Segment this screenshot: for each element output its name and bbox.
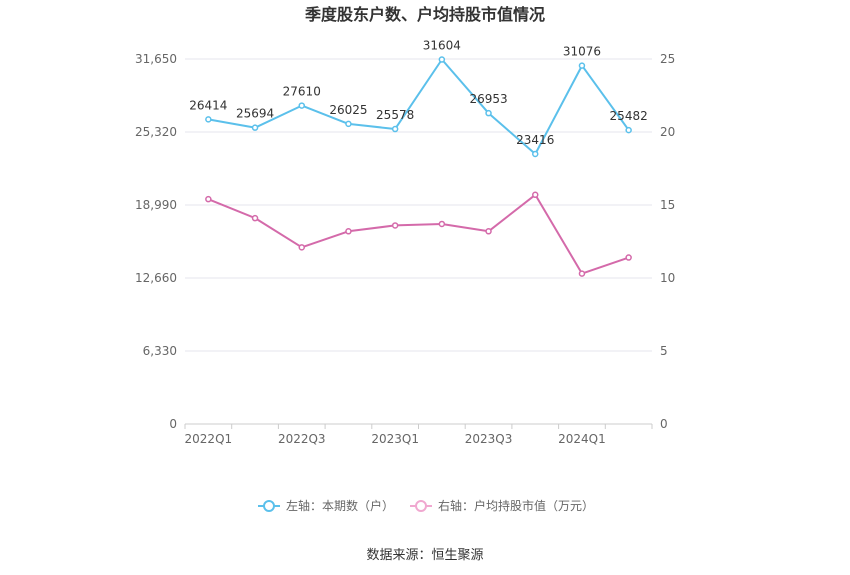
legend-label-2: 右轴：户均持股市值（万元） — [438, 498, 594, 513]
right-axis-tick-label: 0 — [660, 417, 668, 431]
data-label: 23416 — [516, 133, 554, 147]
x-axis-tick-label: 2024Q1 — [558, 432, 606, 446]
chart-title: 季度股东户数、户均持股市值情况 — [304, 5, 545, 24]
data-label: 26953 — [469, 92, 507, 106]
data-label: 26025 — [329, 103, 367, 117]
series-2-point — [625, 254, 632, 261]
x-axis-tick-label: 2023Q3 — [465, 432, 513, 446]
left-axis-tick-label: 25,320 — [135, 125, 177, 139]
series-1-point — [532, 150, 539, 158]
x-axis-tick-label: 2022Q3 — [278, 432, 326, 446]
series-2-point — [532, 191, 539, 199]
series-2-point — [345, 228, 352, 235]
series-2-point — [438, 220, 446, 228]
left-axis-tick-label: 18,990 — [135, 198, 177, 212]
source-note: 数据来源：恒生聚源 — [366, 548, 483, 563]
series-1-point — [391, 125, 399, 133]
series-2-point — [391, 222, 399, 229]
legend-marker-2 — [415, 500, 427, 512]
legend[interactable]: 左轴：本期数（户） 右轴：户均持股市值（万元） — [258, 498, 594, 513]
left-axis-tick-label: 12,660 — [135, 271, 177, 285]
series-1-point — [578, 62, 586, 69]
data-label: 31604 — [423, 39, 461, 53]
data-label: 25578 — [376, 108, 414, 122]
series-1-point — [485, 109, 492, 117]
left-axis-tick-label: 0 — [169, 417, 177, 431]
series-1-point — [251, 124, 259, 131]
series-layer — [205, 56, 632, 277]
series-1-point — [205, 116, 212, 123]
x-axis-tick-label: 2023Q1 — [371, 432, 419, 446]
data-label: 27610 — [283, 85, 321, 99]
data-label: 25694 — [236, 107, 274, 121]
right-axis-tick-label: 5 — [660, 344, 668, 358]
series-2-point — [485, 228, 492, 235]
right-axis-tick-label: 20 — [660, 125, 675, 139]
series-2-point — [298, 244, 305, 251]
legend-marker-1 — [263, 500, 275, 512]
x-axis-tick-label: 2022Q1 — [185, 432, 233, 446]
right-axis-tick-label: 10 — [660, 271, 675, 285]
right-axis-tick-label: 15 — [660, 198, 675, 212]
series-1-point — [625, 126, 632, 134]
axes: 0 0 6,330 5 12,660 10 18,990 15 25,320 20 31,650 25… — [135, 52, 675, 446]
data-label: 26414 — [189, 98, 227, 112]
series-2-point — [205, 195, 212, 203]
series-2-point — [578, 270, 586, 277]
data-labels: 26414 25694 27610 26025 25578 31604 26953 23416… — [189, 39, 647, 147]
grid — [185, 58, 652, 352]
data-label: 31076 — [563, 45, 601, 59]
series-1-point — [438, 56, 446, 63]
series-line-2 — [207, 193, 630, 275]
series-1-point — [298, 102, 305, 109]
series-1-point — [345, 120, 352, 128]
legend-label-1: 左轴：本期数（户） — [286, 498, 394, 513]
left-axis-tick-label: 31,650 — [135, 52, 177, 66]
series-2-point — [251, 214, 259, 222]
data-label: 25482 — [610, 109, 648, 123]
left-axis-tick-label: 6,330 — [143, 344, 177, 358]
series-line-1 — [208, 58, 630, 155]
right-axis-tick-label: 25 — [660, 52, 675, 66]
